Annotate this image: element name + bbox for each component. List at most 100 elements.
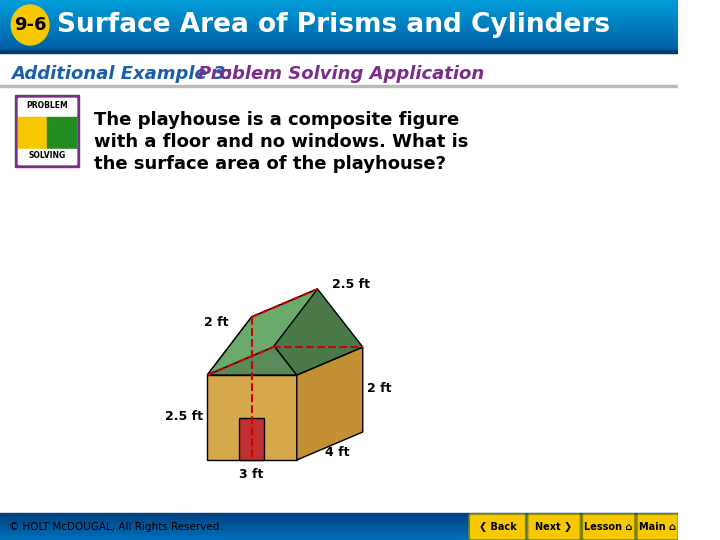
- Bar: [0, 35, 678, 36]
- Bar: [18, 98, 76, 114]
- Bar: [0, 24, 678, 25]
- Bar: [0, 536, 678, 537]
- Text: Problem Solving Application: Problem Solving Application: [198, 65, 484, 83]
- Bar: [0, 525, 678, 526]
- Bar: [0, 2, 678, 3]
- Bar: [47, 117, 76, 149]
- Bar: [0, 38, 678, 39]
- Circle shape: [12, 5, 49, 45]
- Polygon shape: [207, 317, 297, 375]
- Bar: [0, 6, 678, 7]
- Text: 2 ft: 2 ft: [367, 382, 392, 395]
- Bar: [0, 518, 678, 519]
- Bar: [0, 48, 678, 49]
- Bar: [0, 12, 678, 13]
- Bar: [0, 85, 678, 86]
- Text: ❮ Back: ❮ Back: [479, 522, 516, 532]
- Bar: [15, 95, 79, 167]
- Bar: [0, 19, 678, 20]
- Text: with a floor and no windows. What is: with a floor and no windows. What is: [94, 133, 469, 151]
- FancyBboxPatch shape: [582, 514, 635, 540]
- Bar: [0, 535, 678, 536]
- Bar: [0, 538, 678, 539]
- Bar: [0, 523, 678, 524]
- Text: © HOLT McDOUGAL, All Rights Reserved: © HOLT McDOUGAL, All Rights Reserved: [9, 522, 220, 532]
- Bar: [0, 28, 678, 29]
- Bar: [0, 9, 678, 10]
- Bar: [0, 530, 678, 531]
- Bar: [0, 528, 678, 529]
- Bar: [0, 53, 678, 515]
- Text: 2.5 ft: 2.5 ft: [165, 410, 202, 423]
- Bar: [0, 520, 678, 521]
- Bar: [0, 33, 678, 34]
- Bar: [0, 4, 678, 5]
- Bar: [0, 34, 678, 35]
- Bar: [0, 537, 678, 538]
- Bar: [0, 15, 678, 16]
- Bar: [239, 418, 264, 460]
- Polygon shape: [207, 347, 363, 375]
- Bar: [0, 522, 678, 523]
- Bar: [0, 10, 678, 11]
- Text: SOLVING: SOLVING: [29, 152, 66, 160]
- Text: 9-6: 9-6: [14, 16, 46, 34]
- Polygon shape: [297, 347, 363, 460]
- Text: Main ⌂: Main ⌂: [639, 522, 676, 532]
- Text: 4 ft: 4 ft: [325, 446, 349, 458]
- Bar: [0, 14, 678, 15]
- Bar: [0, 18, 678, 19]
- Bar: [0, 5, 678, 6]
- Bar: [0, 23, 678, 24]
- Bar: [0, 37, 678, 38]
- Bar: [0, 43, 678, 44]
- Bar: [0, 45, 678, 46]
- Bar: [0, 47, 678, 48]
- Bar: [0, 30, 678, 31]
- Bar: [18, 117, 47, 149]
- Text: The playhouse is a composite figure: The playhouse is a composite figure: [94, 111, 459, 129]
- Bar: [0, 516, 678, 517]
- Bar: [18, 149, 76, 164]
- Polygon shape: [207, 289, 318, 375]
- FancyBboxPatch shape: [469, 514, 526, 540]
- Bar: [0, 17, 678, 18]
- Bar: [0, 513, 678, 514]
- Text: Lesson ⌂: Lesson ⌂: [585, 522, 633, 532]
- Bar: [0, 11, 678, 12]
- Bar: [0, 44, 678, 45]
- Bar: [0, 26, 678, 27]
- Bar: [0, 524, 678, 525]
- Text: 3 ft: 3 ft: [239, 468, 264, 481]
- Bar: [0, 21, 678, 22]
- Polygon shape: [251, 289, 363, 375]
- Bar: [0, 0, 678, 1]
- Bar: [0, 534, 678, 535]
- Bar: [0, 50, 678, 53]
- Bar: [0, 42, 678, 43]
- Bar: [0, 526, 678, 527]
- Bar: [0, 27, 678, 28]
- Bar: [0, 531, 678, 532]
- Bar: [0, 8, 678, 9]
- Bar: [0, 25, 678, 26]
- Bar: [0, 32, 678, 33]
- Bar: [18, 98, 76, 164]
- Text: 2 ft: 2 ft: [204, 316, 228, 329]
- Bar: [0, 29, 678, 30]
- Bar: [0, 539, 678, 540]
- Text: Next ❯: Next ❯: [536, 522, 572, 532]
- Bar: [0, 1, 678, 2]
- Bar: [0, 515, 678, 516]
- Bar: [0, 41, 678, 42]
- Text: 2.5 ft: 2.5 ft: [332, 279, 369, 292]
- Bar: [0, 36, 678, 37]
- Bar: [0, 16, 678, 17]
- Text: the surface area of the playhouse?: the surface area of the playhouse?: [94, 155, 446, 173]
- Bar: [0, 49, 678, 50]
- Bar: [0, 22, 678, 23]
- FancyBboxPatch shape: [528, 514, 580, 540]
- Bar: [0, 519, 678, 520]
- Bar: [0, 517, 678, 518]
- Text: Surface Area of Prisms and Cylinders: Surface Area of Prisms and Cylinders: [57, 12, 610, 38]
